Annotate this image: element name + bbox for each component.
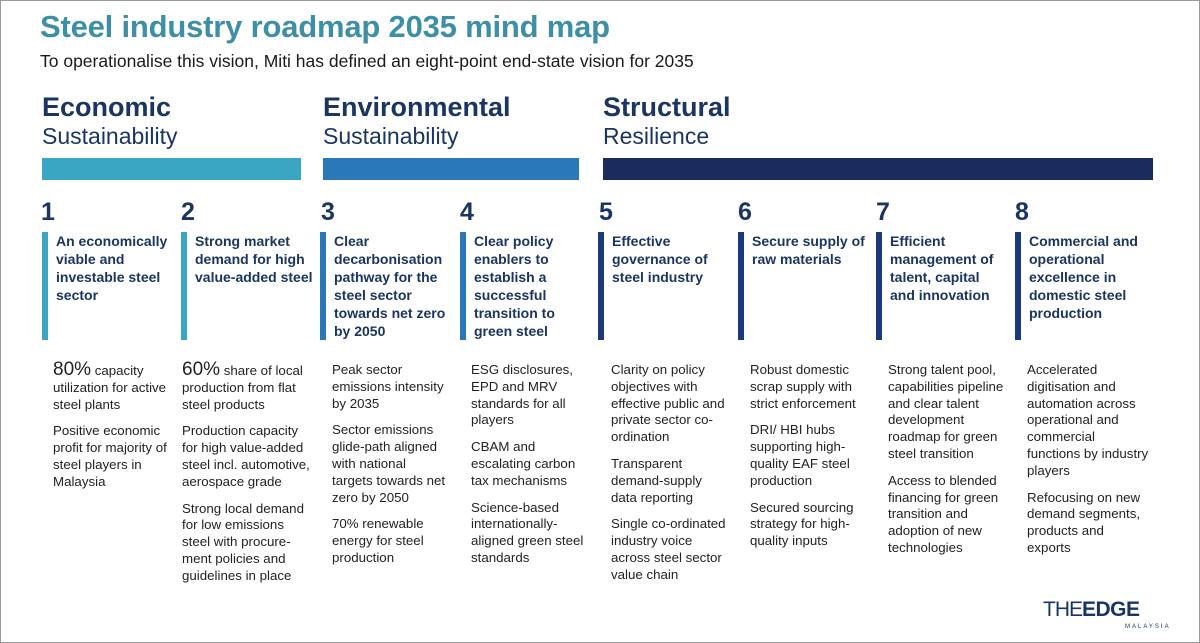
detail-item: Refocusing on new demand segments, produ… bbox=[1027, 489, 1141, 555]
page-subtitle: To operationalise this vision, Miti has … bbox=[40, 51, 694, 71]
point-heading: Efficient management of talent, capital … bbox=[876, 232, 1008, 340]
group-title: Structural bbox=[603, 92, 731, 122]
group-subtitle: Sustainability bbox=[323, 123, 459, 149]
detail-item: Peak sector emissions intensity by 2035 bbox=[332, 362, 444, 411]
details-column-2: 60% share of local production from flat … bbox=[182, 359, 310, 595]
point-heading: An economically viable and investable st… bbox=[42, 232, 174, 340]
details-column-8: Accelerated digitisation and automation … bbox=[1027, 362, 1149, 567]
point-number: 3 bbox=[321, 198, 335, 226]
detail-item: 70% renewable energy for steel productio… bbox=[332, 516, 424, 565]
details-column-3: Peak sector emissions intensity by 2035 … bbox=[332, 362, 446, 577]
detail-item: Access to blended financing for green tr… bbox=[888, 472, 999, 555]
point-number: 8 bbox=[1015, 198, 1029, 226]
detail-item: Science-based internationally-aligned gr… bbox=[471, 499, 584, 565]
detail-item: 60% share of local production from flat … bbox=[182, 359, 310, 413]
point-heading: Clear decarbonisation pathway for the st… bbox=[320, 232, 450, 340]
detail-stat: 80% bbox=[53, 359, 92, 380]
detail-item: ESG disclosures, EPD and MRV standards f… bbox=[471, 362, 573, 428]
point-heading: Clear policy enablers to establish a suc… bbox=[460, 232, 590, 340]
logo-edge: EDGE bbox=[1082, 598, 1140, 621]
detail-item: Production capacity for high value-added… bbox=[182, 423, 310, 489]
detail-item: Strong talent pool, capabilities pipelin… bbox=[888, 362, 1004, 461]
details-column-7: Strong talent pool, capabilities pipelin… bbox=[888, 362, 1010, 567]
detail-item: DRI/ HBI hubs supporting high-quality EA… bbox=[750, 422, 850, 488]
detail-item: CBAM and escalating carbon tax mechanism… bbox=[471, 439, 576, 488]
point-heading: Strong market demand for high value-adde… bbox=[181, 232, 313, 340]
point-number: 5 bbox=[599, 198, 613, 226]
detail-item: Clarity on policy objectives with effect… bbox=[611, 362, 725, 445]
page-title: Steel industry roadmap 2035 mind map bbox=[40, 9, 610, 44]
detail-item: Secured sourcing strategy for high-quali… bbox=[750, 499, 854, 549]
group-subtitle: Sustainability bbox=[42, 123, 178, 149]
detail-item: Positive economic profit for majority of… bbox=[53, 423, 167, 489]
point-heading: Commercial and operational excellence in… bbox=[1015, 232, 1159, 340]
detail-item: Robust domestic scrap supply with strict… bbox=[750, 362, 856, 411]
group-bar-economic bbox=[42, 158, 301, 180]
point-number: 2 bbox=[181, 198, 195, 226]
point-heading: Secure supply of raw materials bbox=[738, 232, 874, 340]
group-title: Environmental bbox=[323, 92, 511, 122]
details-column-1: 80% capacity utilization for active stee… bbox=[53, 359, 171, 501]
detail-stat: 60% bbox=[182, 359, 221, 380]
point-number: 1 bbox=[41, 198, 55, 226]
point-number: 7 bbox=[876, 198, 890, 226]
group-economic: Economic Sustainability bbox=[42, 92, 178, 150]
detail-text: share of local production from flat stee… bbox=[182, 363, 303, 412]
group-subtitle: Resilience bbox=[603, 123, 710, 149]
group-environmental: Environmental Sustainability bbox=[323, 92, 511, 150]
detail-text: capacity utilization for active steel pl… bbox=[53, 363, 167, 412]
detail-item: Strong local demand for low emissions st… bbox=[182, 500, 304, 583]
group-title: Economic bbox=[42, 92, 172, 122]
detail-item: Accelerated digitisation and automation … bbox=[1027, 362, 1149, 478]
detail-item: Single co-ordinated industry voice acros… bbox=[611, 516, 726, 582]
details-column-4: ESG disclosures, EPD and MRV standards f… bbox=[471, 362, 585, 577]
point-number: 6 bbox=[738, 198, 752, 226]
detail-item: Sector emissions glide-path aligned with… bbox=[332, 422, 446, 505]
detail-item: Transparent demand-supply data reporting bbox=[611, 455, 702, 505]
point-heading: Effective governance of steel industry bbox=[598, 232, 730, 340]
detail-item: 80% capacity utilization for active stee… bbox=[53, 359, 171, 413]
the-edge-logo: THEEDGE MALAYSIA bbox=[1043, 598, 1169, 630]
group-bar-structural bbox=[603, 158, 1153, 180]
logo-the: THE bbox=[1043, 598, 1083, 621]
group-structural: Structural Resilience bbox=[603, 92, 731, 150]
point-number: 4 bbox=[460, 198, 474, 226]
details-column-5: Clarity on policy objectives with effect… bbox=[611, 362, 729, 594]
group-bar-environmental bbox=[323, 158, 579, 180]
details-column-6: Robust domestic scrap supply with strict… bbox=[750, 362, 868, 560]
logo-country: MALAYSIA bbox=[1125, 624, 1171, 630]
